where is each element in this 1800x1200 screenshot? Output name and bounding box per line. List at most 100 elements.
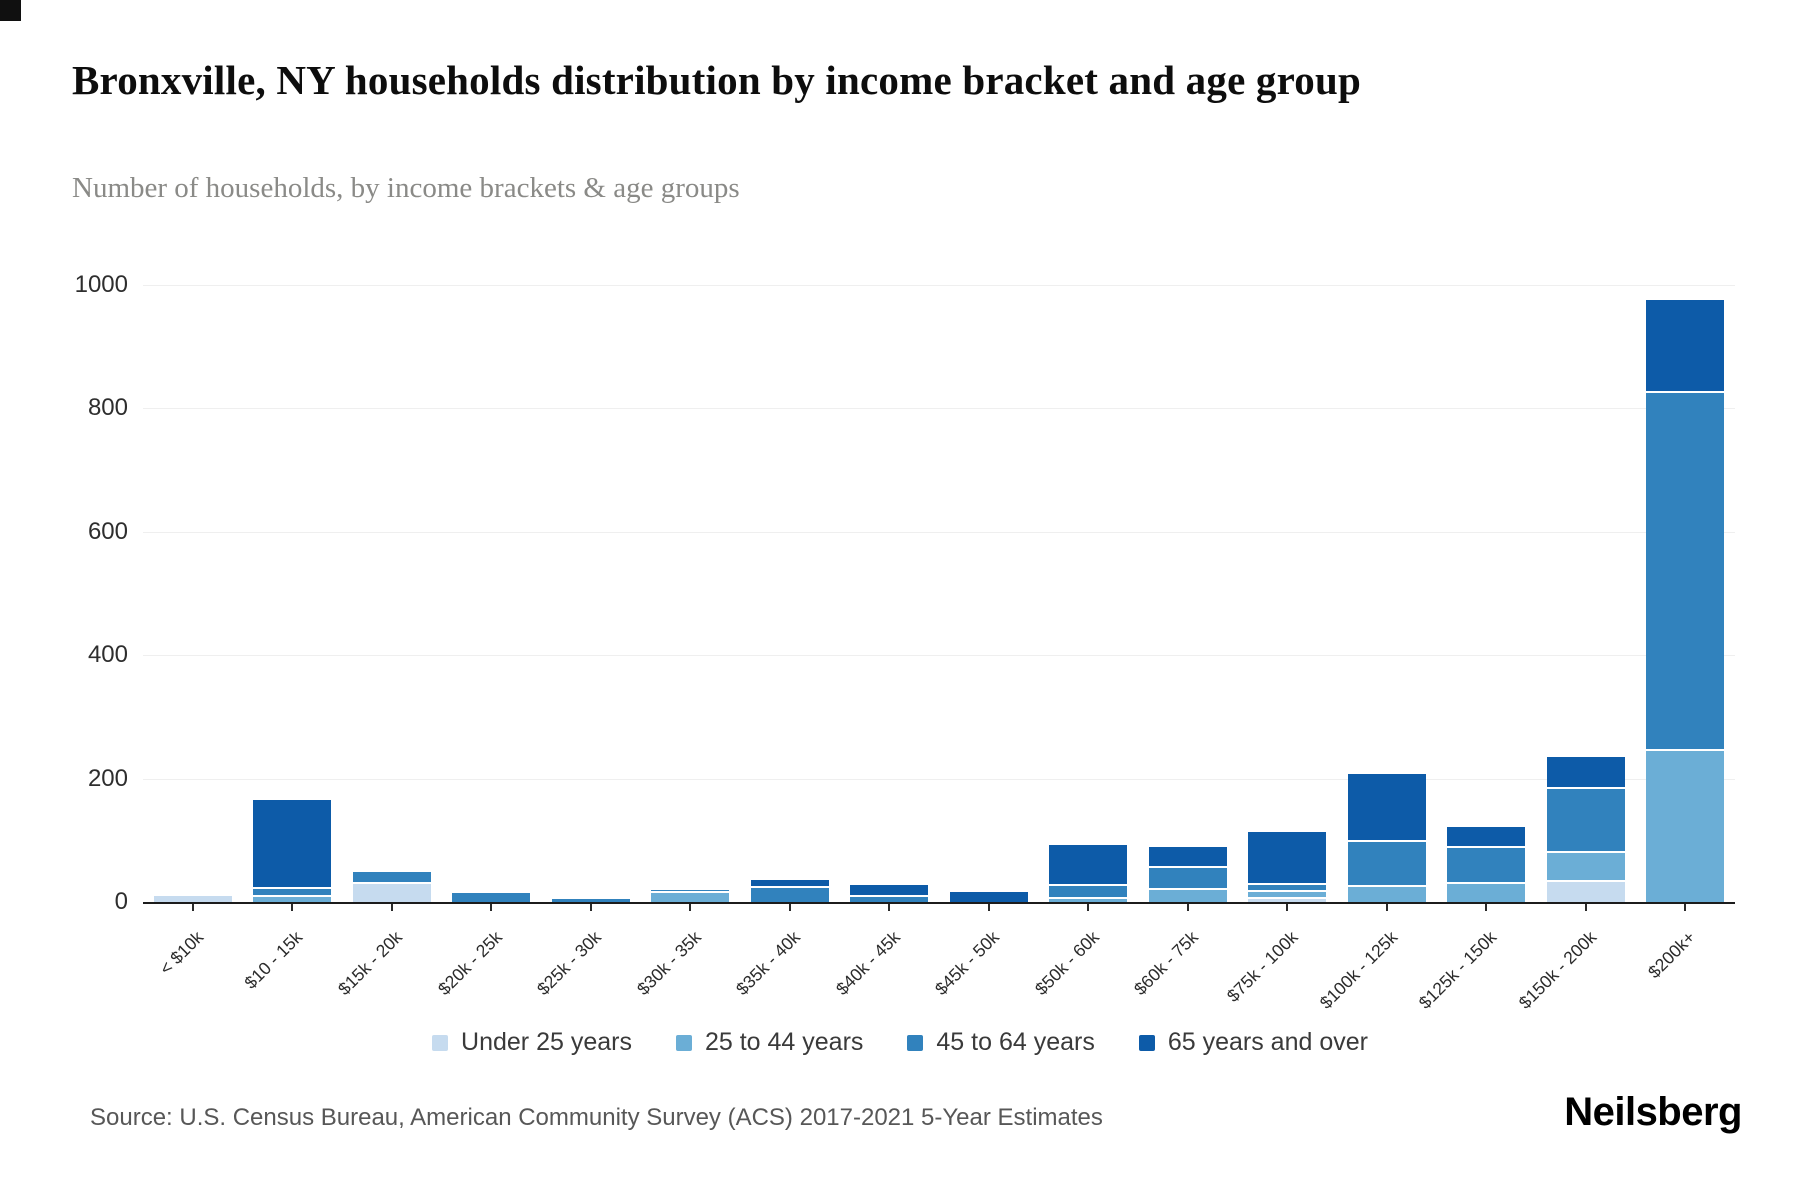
x-tick-label: $30k - 35k bbox=[632, 927, 705, 999]
source-note: Source: U.S. Census Bureau, American Com… bbox=[90, 1104, 1103, 1131]
bar-segment bbox=[253, 889, 332, 898]
legend-item: 25 to 44 years bbox=[675, 1028, 863, 1057]
bar-column: < $10k bbox=[143, 285, 243, 979]
bar-column: $50k - 60k bbox=[1030, 285, 1139, 999]
bar-stack-6 bbox=[651, 889, 730, 902]
bar-column: $30k - 35k bbox=[632, 285, 741, 999]
x-axis-tick bbox=[291, 904, 294, 911]
x-tick-label: $75k - 100k bbox=[1222, 927, 1302, 1006]
bar-stack-16 bbox=[1646, 300, 1725, 902]
x-axis-tick bbox=[1385, 904, 1388, 911]
bar-segment bbox=[1546, 881, 1625, 902]
legend-item: 65 years and over bbox=[1138, 1028, 1368, 1057]
x-tick-label: $10 - 15k bbox=[240, 927, 307, 993]
x-axis-tick bbox=[888, 904, 891, 911]
x-axis-tick bbox=[589, 904, 592, 911]
bar-column: $75k - 100k bbox=[1223, 285, 1338, 1006]
x-axis-tick bbox=[1286, 904, 1289, 911]
bar-segment bbox=[1646, 750, 1725, 902]
bar-segment bbox=[352, 872, 431, 884]
y-tick-label-1000: 1000 bbox=[74, 271, 128, 298]
bar-segment bbox=[1646, 392, 1725, 751]
bar-stack-10 bbox=[1049, 844, 1128, 902]
gridline-400 bbox=[143, 655, 1735, 657]
bar-segment bbox=[452, 893, 531, 902]
legend-label: 45 to 64 years bbox=[936, 1028, 1095, 1056]
bar-segment bbox=[1248, 884, 1327, 893]
bar-segment bbox=[750, 879, 829, 889]
bar-segment bbox=[1646, 300, 1725, 393]
x-axis-line bbox=[143, 902, 1735, 904]
bar-column: $20k - 25k bbox=[433, 285, 542, 999]
bar-segment bbox=[1347, 886, 1426, 902]
gridline-1000 bbox=[143, 285, 1735, 286]
bar-segment bbox=[1546, 757, 1625, 790]
x-tick-label: $200k+ bbox=[1644, 927, 1700, 983]
bar-segment bbox=[1148, 847, 1227, 869]
brand-logo: Neilsberg bbox=[1564, 1090, 1742, 1134]
bar-segment bbox=[1347, 842, 1426, 887]
bar-segment bbox=[1447, 883, 1526, 902]
page-subtitle: Number of households, by income brackets… bbox=[72, 172, 740, 204]
legend-swatch bbox=[675, 1034, 692, 1051]
bar-column: $200k+ bbox=[1636, 285, 1736, 982]
bar-segment bbox=[750, 888, 829, 902]
bar-column: $35k - 40k bbox=[732, 285, 840, 999]
bar-segment bbox=[352, 883, 431, 902]
gridline-200 bbox=[143, 778, 1735, 780]
y-tick-label-0: 0 bbox=[114, 888, 128, 915]
x-axis-tick bbox=[1485, 904, 1488, 911]
bar-column: $60k - 75k bbox=[1130, 285, 1238, 999]
gridline-600 bbox=[143, 531, 1735, 533]
bar-segment bbox=[253, 799, 332, 890]
bar-stack-14 bbox=[1447, 826, 1526, 902]
bar-stack-8 bbox=[850, 885, 929, 902]
bar-segment bbox=[949, 891, 1028, 902]
x-tick-label: $50k - 60k bbox=[1030, 927, 1103, 999]
x-axis-tick bbox=[689, 904, 692, 911]
x-tick-label: $15k - 20k bbox=[333, 927, 406, 999]
x-axis-tick bbox=[490, 904, 493, 911]
x-axis-tick bbox=[1584, 904, 1587, 911]
bar-segment bbox=[1049, 844, 1128, 886]
bar-segment bbox=[1546, 789, 1625, 854]
legend: Under 25 years 25 to 44 years 45 to 64 yea… bbox=[0, 1028, 1800, 1057]
bar-stack-7 bbox=[750, 879, 829, 902]
legend-item: 45 to 64 years bbox=[907, 1028, 1095, 1057]
x-axis-tick bbox=[1186, 904, 1189, 911]
x-tick-label: $35k - 40k bbox=[731, 927, 804, 999]
x-axis-tick bbox=[1684, 904, 1687, 911]
bar-segment bbox=[1049, 885, 1128, 899]
legend-swatch bbox=[907, 1034, 924, 1051]
bar-segment bbox=[651, 893, 730, 902]
y-tick-label-600: 600 bbox=[87, 517, 128, 545]
bar-segment bbox=[1347, 774, 1426, 843]
bar-segment bbox=[1248, 898, 1327, 902]
bar-segment bbox=[1248, 892, 1327, 899]
bar-stack-15 bbox=[1546, 757, 1625, 902]
bar-column: $40k - 45k bbox=[831, 285, 940, 999]
bar-column: $100k - 125k bbox=[1315, 285, 1437, 1013]
bar-segment bbox=[651, 889, 730, 894]
bar-segment bbox=[850, 897, 929, 902]
legend-label: 65 years and over bbox=[1167, 1028, 1368, 1056]
x-axis-tick bbox=[1087, 904, 1090, 911]
bar-column: $10 - 15k bbox=[241, 285, 343, 993]
legend-swatch bbox=[1138, 1034, 1155, 1051]
bar-column: $25k - 30k bbox=[533, 285, 641, 999]
x-tick-label: < $10k bbox=[155, 927, 207, 979]
legend-swatch bbox=[432, 1034, 449, 1051]
bar-segment bbox=[253, 897, 332, 902]
bar-column: $125k - 150k bbox=[1415, 285, 1537, 1013]
bar-stack-12 bbox=[1248, 832, 1327, 902]
bar-segment bbox=[1049, 898, 1128, 902]
x-axis-tick bbox=[987, 904, 990, 911]
x-tick-label: $25k - 30k bbox=[532, 927, 605, 999]
legend-label: Under 25 years bbox=[461, 1028, 632, 1056]
legend-item: Under 25 years bbox=[432, 1028, 632, 1057]
bar-stack-2 bbox=[253, 799, 332, 902]
page-title: Bronxville, NY households distribution b… bbox=[72, 57, 1361, 103]
bar-segment bbox=[1447, 826, 1526, 848]
bar-segment bbox=[1248, 832, 1327, 885]
